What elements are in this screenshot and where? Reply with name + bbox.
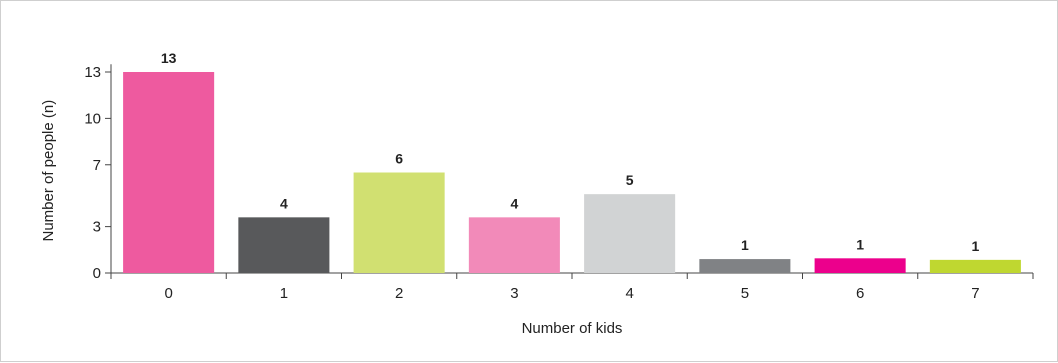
bar-3 xyxy=(468,217,560,273)
bar-value-label: 5 xyxy=(626,172,634,188)
bar-data-labels: 13 4 6 4 5 1 1 1 xyxy=(161,50,980,254)
y-tick-label: 7 xyxy=(93,157,101,174)
bar-0 xyxy=(123,72,215,273)
x-tick-label: 7 xyxy=(971,285,979,302)
bar-value-label: 6 xyxy=(395,151,403,167)
x-tick-label: 6 xyxy=(856,285,864,302)
y-tick-label: 13 xyxy=(84,64,101,81)
x-tick-label: 5 xyxy=(741,285,749,302)
bar-6 xyxy=(814,258,906,273)
x-tick-label: 3 xyxy=(510,285,518,302)
y-tick-label: 3 xyxy=(93,219,101,236)
bar-value-label: 1 xyxy=(971,238,979,254)
x-tick-label: 4 xyxy=(625,285,633,302)
bar-value-label: 1 xyxy=(741,237,749,253)
bar-value-label: 1 xyxy=(856,236,864,252)
bar-1 xyxy=(238,217,330,273)
bar-2 xyxy=(353,172,445,273)
bars xyxy=(123,72,1021,273)
x-axis: 0 1 2 3 4 5 6 7 xyxy=(110,272,1034,302)
y-axis-title: Number of people (n) xyxy=(40,100,57,242)
y-tick-label: 10 xyxy=(84,110,101,127)
bar-value-label: 4 xyxy=(510,195,518,211)
bar-4 xyxy=(584,194,676,273)
y-axis: 0 3 7 10 13 xyxy=(84,64,112,282)
y-tick-label: 0 xyxy=(93,265,101,282)
bar-7 xyxy=(929,259,1021,273)
x-tick-label: 2 xyxy=(395,285,403,302)
x-tick-label: 1 xyxy=(280,285,288,302)
bar-5 xyxy=(699,259,791,273)
bar-value-label: 4 xyxy=(280,195,288,211)
bar-value-label: 13 xyxy=(161,50,177,66)
x-tick-label: 0 xyxy=(164,285,172,302)
x-axis-title: Number of kids xyxy=(522,320,623,337)
